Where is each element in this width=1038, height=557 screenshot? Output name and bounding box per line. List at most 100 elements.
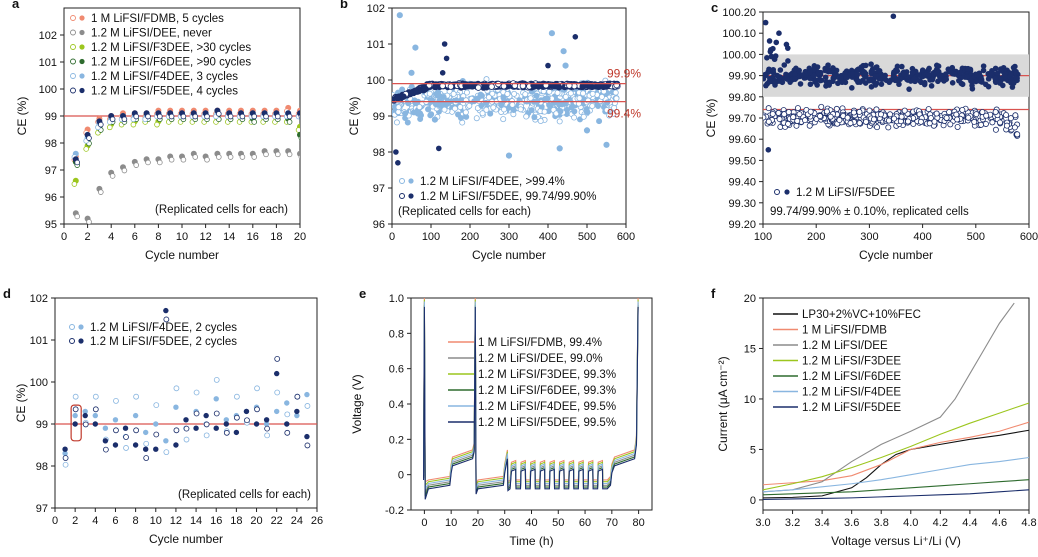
y-tick-label: 102 [30, 293, 48, 305]
data-point-replicate [203, 421, 210, 428]
data-point-f4dee [556, 118, 563, 125]
x-tick-label: 30 [499, 517, 511, 529]
y-axis-label: Current (μA cm⁻²) [716, 356, 730, 451]
legend-marker [408, 193, 414, 199]
data-point-replicate [86, 219, 92, 224]
data-point-replicate [133, 113, 140, 120]
x-tick-label: 70 [606, 517, 618, 529]
x-tick-label: 400 [913, 231, 931, 243]
data-point-open [910, 120, 917, 127]
outlier-f4dee [408, 69, 415, 76]
data-point-filled [781, 75, 788, 81]
y-tick-label: 100.20 [722, 7, 756, 19]
y-tick-label: 99.90 [728, 71, 756, 83]
legend-label: 1.2 M LiFSI/F5DEE [796, 187, 895, 199]
data-point-open [763, 114, 767, 121]
panel-d: d0 2 4 6 8 10 12 14 16 18 20 22 24 26979899100101102C… [3, 286, 323, 546]
legend-marker [79, 87, 85, 94]
legend-label: 1.2 M LiFSI/F4DEE, 3 cycles [91, 71, 238, 83]
data-point-open [765, 118, 772, 125]
legend-marker [79, 29, 85, 36]
data-point-filled [894, 77, 901, 84]
data-point-filled [823, 83, 829, 89]
x-tick-label: 8 [155, 231, 161, 243]
legend-marker-open [70, 29, 76, 36]
data-point [72, 421, 78, 427]
x-tick-label: 3.8 [874, 517, 889, 529]
data-point-open [959, 106, 966, 113]
data-point-f4dee [428, 111, 435, 118]
data-point-replicate [239, 154, 246, 160]
data-point-filled [987, 70, 994, 77]
data-point-filled [929, 76, 936, 83]
y-axis-label: Voltage (V) [350, 374, 364, 433]
data-point [82, 412, 88, 419]
y-tick-label: 15 [744, 343, 756, 355]
x-tick-label: 24 [291, 515, 303, 527]
data-point-open [983, 112, 990, 119]
data-point-replicate [298, 154, 300, 160]
data-point-open [827, 113, 834, 120]
plot-area [64, 104, 300, 224]
data-point-filled [1012, 63, 1018, 70]
data-point-replicate [275, 113, 281, 120]
data-point-open [885, 117, 892, 124]
data-point-filled [925, 72, 932, 78]
data-point-replicate [263, 113, 269, 120]
series-line [763, 429, 1029, 499]
x-tick-label: 18 [270, 231, 282, 243]
x-tick-label: 0 [421, 517, 427, 529]
data-point-filled [799, 72, 806, 78]
y-tick-label: 98 [45, 138, 57, 150]
data-point-f4dee [559, 101, 566, 108]
data-point-open [818, 103, 825, 110]
data-point-f4dee [450, 90, 457, 97]
data-point-f5dee [412, 87, 419, 95]
outlier-f5dee [572, 34, 579, 40]
x-tick-label: 4 [108, 231, 114, 243]
data-point-open [1003, 122, 1010, 129]
data-point [294, 412, 300, 419]
y-tick-label: 100.10 [722, 28, 756, 40]
data-point-f5dee [549, 82, 556, 89]
data-point-f4dee [463, 89, 470, 96]
data-point-open [973, 111, 980, 118]
data-point-f5dee [421, 85, 429, 92]
legend-marker [784, 189, 790, 195]
data-point [253, 421, 260, 427]
data-point [153, 446, 159, 452]
x-tick-label: 22 [271, 515, 283, 527]
legend-label: 1.2 M LiFSI/F4DEE, >99.4% [420, 176, 565, 188]
legend-label: LP30+2%VC+10%FEC [802, 309, 921, 321]
data-point-replicate [183, 436, 190, 443]
y-tick-label: 0.6 [389, 364, 404, 376]
outlier-f5dee [443, 55, 450, 62]
data-point [112, 442, 119, 448]
data-point-open [796, 111, 803, 118]
data-point-f5dee [500, 82, 508, 90]
x-tick-label: 20 [472, 517, 484, 529]
data-point-filled [993, 79, 999, 86]
data-point-replicate [193, 389, 200, 396]
data-point-replicate [62, 455, 69, 461]
y-tick-label: 97 [373, 183, 385, 195]
data-point-open [807, 108, 814, 115]
data-point-filled [876, 68, 883, 74]
data-point-f4dee [557, 108, 564, 115]
data-point-replicate [180, 113, 187, 120]
x-tick-label: 50 [552, 517, 564, 529]
data-point-f4dee [589, 90, 596, 97]
y-tick-label: 100.00 [722, 49, 756, 61]
data-point-filled [797, 81, 804, 87]
x-tick-label: 3.6 [844, 517, 859, 529]
data-point-f4dee [613, 95, 620, 102]
series-line [763, 489, 1029, 500]
data-point-filled [882, 72, 888, 79]
data-point-replicate [173, 385, 180, 392]
data-point-replicate [92, 393, 99, 400]
data-point [163, 438, 169, 444]
legend-marker [408, 178, 414, 184]
data-point-filled [873, 73, 879, 79]
data-point-filled [814, 82, 820, 88]
